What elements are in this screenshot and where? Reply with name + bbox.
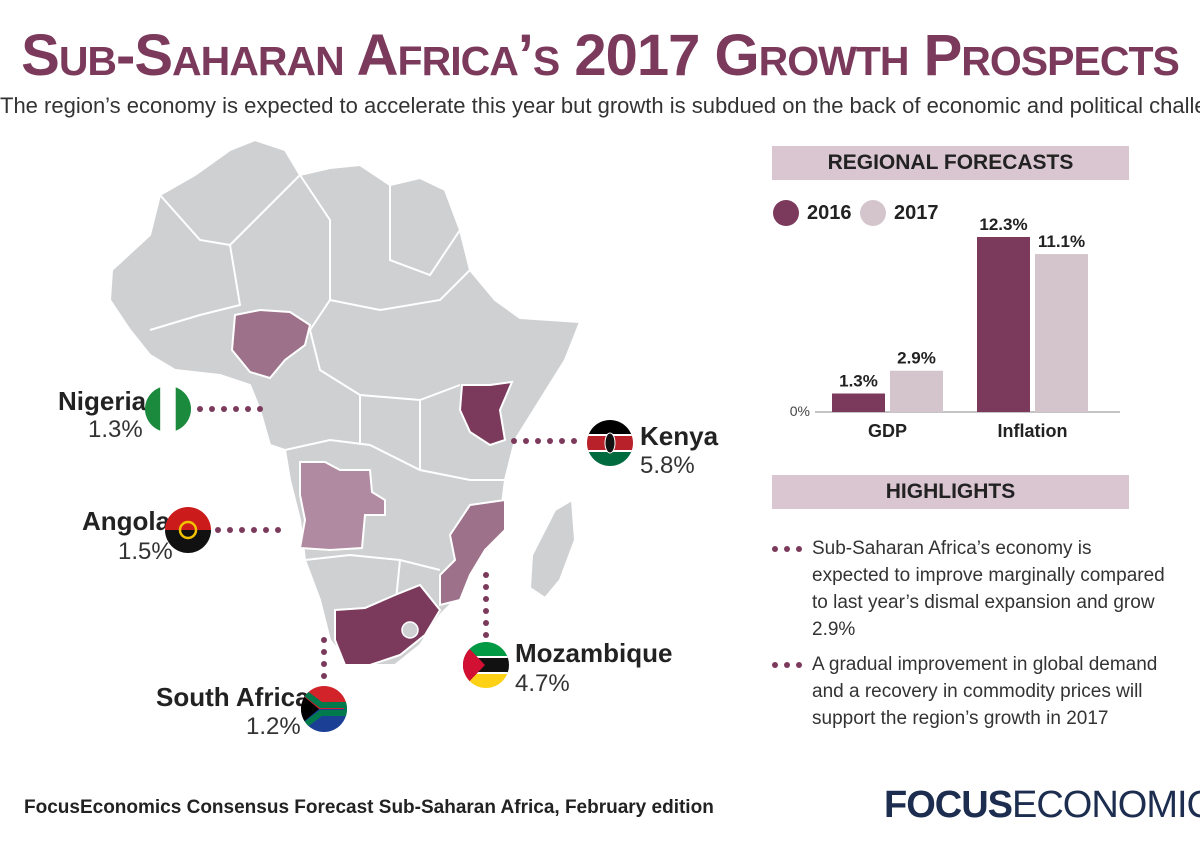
connector-dots	[197, 406, 577, 679]
legend-2016-swatch	[773, 200, 799, 226]
angola-shape	[298, 461, 386, 552]
y-baseline-label: 0%	[790, 403, 810, 419]
south-africa-shape	[334, 583, 442, 666]
madagascar	[528, 498, 577, 600]
kenya-label: Kenya	[640, 421, 719, 451]
highlight-item-2: A gradual improvement in global demand a…	[772, 651, 1172, 732]
nigeria-shape	[230, 308, 312, 380]
brand-bold: FOCUS	[884, 784, 1013, 826]
angola-value: 1.5%	[118, 538, 173, 565]
angola-label: Angola	[82, 506, 171, 536]
data-label-inflation-2016: 12.3%	[979, 215, 1027, 234]
kenya-value: 5.8%	[640, 452, 695, 479]
data-label-gdp-2017: 2.9%	[897, 349, 936, 368]
legend-2017: 2017	[860, 200, 939, 226]
highlight-item-1: Sub-Saharan Africa’s economy is expected…	[772, 535, 1172, 643]
mozambique-value: 4.7%	[515, 670, 570, 697]
mozambique-flag-icon	[463, 642, 509, 688]
highlight-text-2: A gradual improvement in global demand a…	[812, 654, 1158, 729]
page-subtitle: The region’s economy is expected to acce…	[0, 93, 1200, 118]
angola-flag-icon	[165, 507, 211, 553]
legend-2016-label: 2016	[807, 201, 852, 224]
south-africa-label: South Africa	[156, 682, 310, 712]
highlights-header: HIGHLIGHTS	[772, 475, 1129, 509]
regional-forecasts-header: REGIONAL FORECASTS	[772, 146, 1129, 180]
legend-2016: 2016	[773, 200, 852, 226]
africa-map	[108, 138, 582, 679]
mozambique-shape	[439, 498, 506, 607]
bullet-dots-icon	[772, 662, 802, 668]
nigeria-value: 1.3%	[88, 416, 143, 443]
country-borders	[149, 174, 505, 611]
bar-gdp-2016	[832, 393, 885, 412]
south-africa-flag-icon	[301, 686, 347, 732]
kenya-flag-icon	[587, 420, 633, 466]
bar-inflation-2016	[977, 237, 1030, 412]
regional-forecast-chart: 0% 1.3% 2.9% GDP 12.3% 11.1% Inflation	[790, 215, 1120, 441]
mozambique-label: Mozambique	[515, 638, 673, 668]
highlight-text-1: Sub-Saharan Africa’s economy is expected…	[812, 538, 1165, 640]
lesotho-shape	[401, 621, 419, 639]
kenya-shape	[458, 380, 514, 447]
bar-gdp-2017	[890, 370, 943, 412]
brand-logo: FOCUSECONOMICS	[884, 784, 1200, 827]
nigeria-flag-icon	[145, 386, 191, 432]
page-title: Sub-Saharan Africa’s 2017 Growth Prospec…	[21, 23, 1180, 88]
data-label-inflation-2017: 11.1%	[1038, 232, 1085, 251]
category-label-inflation: Inflation	[998, 421, 1068, 441]
bar-inflation-2017	[1035, 254, 1088, 412]
brand-light: ECONOMICS	[1012, 784, 1200, 826]
bullet-dots-icon	[772, 546, 802, 552]
south-africa-value: 1.2%	[246, 713, 301, 740]
data-label-gdp-2016: 1.3%	[839, 372, 878, 391]
legend-2017-label: 2017	[894, 201, 939, 224]
nigeria-label: Nigeria	[58, 386, 147, 416]
source-note: FocusEconomics Consensus Forecast Sub-Sa…	[24, 797, 714, 818]
legend-2017-swatch	[860, 200, 886, 226]
category-label-gdp: GDP	[868, 421, 907, 441]
